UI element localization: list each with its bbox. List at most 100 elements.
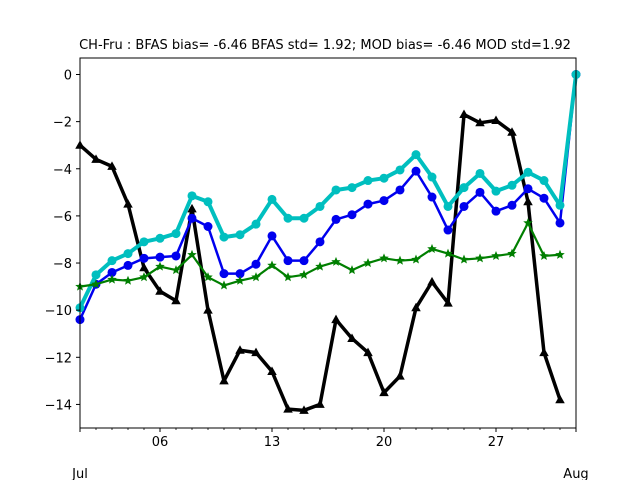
data-point [299, 269, 309, 279]
data-point [299, 405, 309, 414]
series-line [78, 74, 578, 309]
data-point [539, 250, 549, 261]
data-point [171, 265, 181, 275]
data-point [139, 272, 149, 282]
data-point [555, 200, 565, 210]
data-point [91, 154, 101, 163]
data-point [507, 200, 517, 210]
axes-layer: 0 −2 −4 −6 −8 −10 −12 −14 06 13 20 27 Jul Aug [45, 68, 589, 480]
data-point [507, 180, 517, 190]
data-point [363, 176, 373, 186]
data-point [315, 399, 325, 408]
data-point [491, 250, 501, 261]
data-point [123, 199, 133, 208]
data-point [411, 302, 421, 312]
data-point [395, 185, 405, 195]
y-tick-label: 0 [64, 68, 72, 83]
data-point [203, 197, 213, 207]
data-point [123, 260, 133, 270]
data-point [267, 366, 277, 375]
data-point [331, 314, 341, 324]
data-point [283, 404, 293, 413]
data-point [331, 256, 341, 266]
data-point [139, 237, 149, 247]
data-point [459, 183, 469, 193]
data-point [235, 275, 245, 285]
data-point [507, 127, 517, 136]
data-point [91, 279, 101, 289]
data-point [427, 276, 437, 286]
data-point [235, 345, 245, 354]
data-point [427, 243, 437, 253]
data-point [203, 222, 213, 232]
data-point [235, 230, 245, 240]
data-point [491, 115, 501, 124]
data-point [315, 237, 325, 247]
data-point [363, 347, 373, 357]
data-point [443, 248, 453, 258]
data-point [203, 272, 213, 282]
data-point [395, 165, 405, 175]
data-point [283, 213, 293, 223]
data-point [475, 187, 485, 197]
data-point [459, 254, 469, 264]
data-point [155, 261, 165, 271]
data-point [475, 253, 485, 263]
data-point [171, 295, 181, 305]
y-tick-label: −12 [45, 351, 72, 366]
data-point [347, 183, 357, 193]
data-point [267, 231, 277, 241]
data-point [507, 248, 517, 258]
x-tick-label: 13 [264, 435, 281, 450]
data-point [203, 305, 213, 314]
data-point [315, 201, 325, 211]
data-point [443, 201, 453, 211]
series-1 [75, 69, 581, 325]
data-point [315, 261, 325, 271]
data-point [411, 254, 421, 264]
data-point [219, 269, 229, 279]
data-point [379, 173, 389, 183]
x-tick-label: 27 [488, 435, 505, 450]
data-point [475, 168, 485, 178]
data-point [267, 194, 277, 204]
series-layer [75, 69, 581, 414]
data-point [219, 280, 229, 290]
data-point [555, 218, 565, 228]
data-point [283, 256, 293, 266]
data-point [107, 267, 117, 277]
plot-frame [79, 57, 577, 429]
data-point [155, 252, 165, 262]
x-tick-label: 06 [152, 435, 169, 450]
data-point [379, 253, 389, 263]
data-point [363, 199, 373, 209]
data-point [251, 219, 261, 229]
data-point [331, 214, 341, 224]
data-point [555, 394, 565, 404]
y-tick-label: −6 [53, 210, 72, 225]
data-point [539, 176, 549, 186]
x-month-label: Jul [71, 467, 88, 480]
x-month-label: Aug [563, 467, 588, 480]
y-tick-label: −4 [53, 163, 72, 178]
data-point [411, 166, 421, 176]
data-point [251, 347, 261, 357]
data-point [251, 272, 261, 282]
data-point [459, 109, 469, 119]
data-point [443, 298, 453, 307]
data-point [139, 253, 149, 263]
data-point [171, 251, 181, 261]
data-point [187, 249, 197, 259]
data-point [187, 191, 197, 201]
data-point [219, 232, 229, 242]
series-0 [75, 109, 565, 414]
data-point [363, 258, 373, 268]
x-tick-label: 20 [376, 435, 393, 450]
data-point [379, 196, 389, 206]
data-point [523, 217, 533, 228]
data-point [539, 193, 549, 203]
data-point [107, 161, 117, 170]
data-point [523, 184, 533, 194]
data-point [299, 213, 309, 223]
data-point [235, 269, 245, 279]
